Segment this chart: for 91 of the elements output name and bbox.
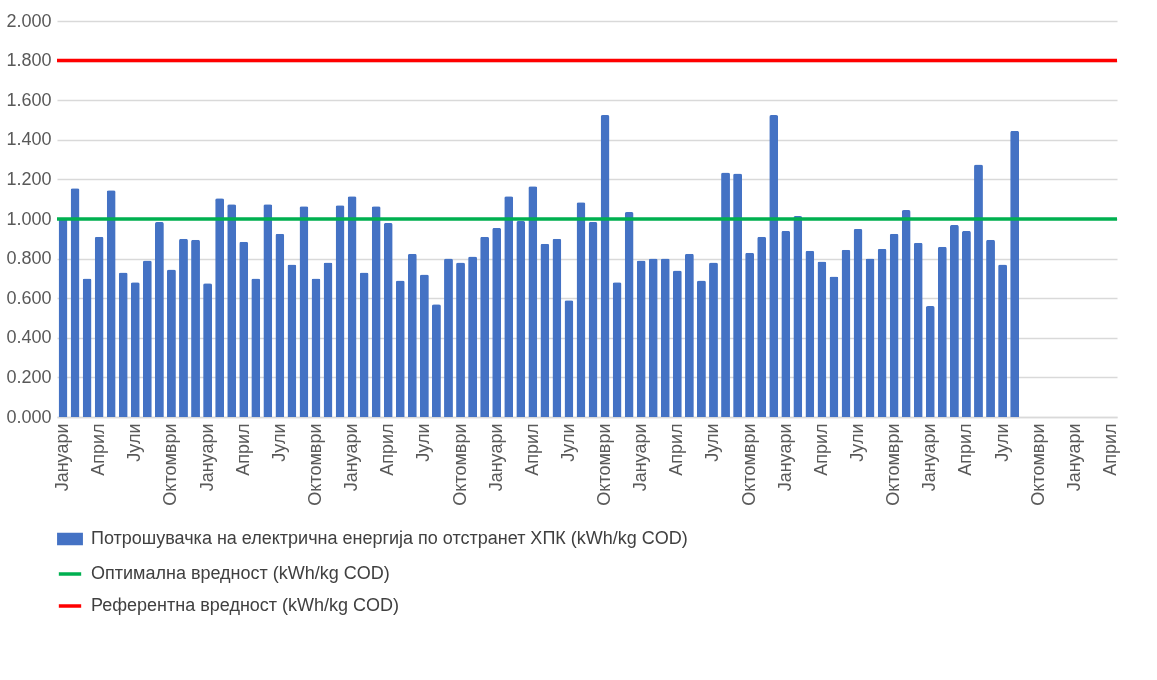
x-tick-label: Јули [557,423,578,462]
bar [865,258,875,417]
bar [395,280,405,417]
bar [937,246,947,417]
y-tick-label: 0.200 [6,366,52,387]
x-tick-label: Јули [124,423,145,462]
x-tick-label: Април [955,423,976,476]
bar [118,272,128,417]
bar [757,236,767,417]
bar [239,241,249,417]
bar [480,236,490,417]
bar [82,278,92,417]
bar [540,243,550,417]
bar [419,274,429,417]
legend-label: Потрошувачка на електрична енергија по отстранет ХПК (kWh/kg COD) [91,528,688,548]
bar [407,253,417,417]
bar [636,260,646,417]
legend-label: Оптимална вредност (kWh/kg COD) [91,563,390,583]
bar [949,224,959,417]
x-tick-label: Октомври [594,423,615,506]
x-tick-label: Јануари [485,423,506,492]
x-tick-label: Јануари [919,423,940,492]
bar [829,276,839,417]
x-tick-label: Октомври [449,423,470,506]
bar [805,250,815,417]
x-tick-label: Октомври [1027,423,1048,506]
x-tick-label: Јануари [52,423,73,492]
x-tick-label: Јануари [630,423,651,492]
bar [166,269,176,417]
bar [94,236,104,417]
bar [781,230,791,417]
x-tick-label: Јануари [341,423,362,492]
bar [516,220,526,417]
bar [961,230,971,417]
x-tick-label: Април [666,423,687,476]
bar [745,252,755,417]
y-tick-label: 1.000 [6,208,52,229]
x-tick-label: Јули [991,423,1012,462]
x-tick-label: Јануари [196,423,217,492]
bar [468,256,478,417]
bar [154,221,164,417]
bar [492,227,502,417]
bar [925,306,935,417]
bar [817,261,827,417]
bar [672,270,682,417]
x-tick-label: Април [810,423,831,476]
bar [998,264,1008,417]
x-tick-label: Јули [847,423,868,462]
y-tick-label: 0.600 [6,287,52,308]
y-tick-label: 1.800 [6,50,52,71]
bar [889,233,899,417]
x-tick-label: Април [232,423,253,476]
bar [684,253,694,417]
bar [142,260,152,417]
bar [588,221,598,417]
bar [251,278,261,417]
x-tick-label: Октомври [160,423,181,506]
x-tick-label: Април [1099,423,1120,476]
bar [287,264,297,417]
bar [660,258,670,417]
bar [841,249,851,417]
x-tick-label: Април [377,423,398,476]
y-tick-label: 0.000 [6,406,52,427]
bar [612,282,622,417]
bar [383,222,393,417]
bar [877,248,887,417]
bar [552,238,562,417]
x-tick-label: Јануари [774,423,795,492]
bar [359,272,369,417]
y-tick-label: 0.400 [6,327,52,348]
x-tick-label: Јули [413,423,434,462]
bar [275,233,285,417]
y-tick-label: 2.000 [6,10,52,31]
y-tick-label: 1.200 [6,168,52,189]
bar [648,258,658,417]
x-tick-label: Април [521,423,542,476]
bar [323,262,333,417]
x-tick-label: Јануари [1063,423,1084,492]
x-tick-label: Октомври [883,423,904,506]
y-tick-label: 0.800 [6,248,52,269]
bar [311,278,321,417]
bar [853,228,863,417]
x-tick-label: Октомври [738,423,759,506]
x-tick-label: Јули [702,423,723,462]
x-tick-label: Април [88,423,109,476]
x-tick-label: Октомври [304,423,325,506]
x-tick-label: Јули [268,423,289,462]
y-tick-label: 1.400 [6,129,52,150]
y-tick-label: 1.600 [6,89,52,110]
bar [913,242,923,417]
legend-label: Референтна вредност (kWh/kg COD) [91,595,400,615]
